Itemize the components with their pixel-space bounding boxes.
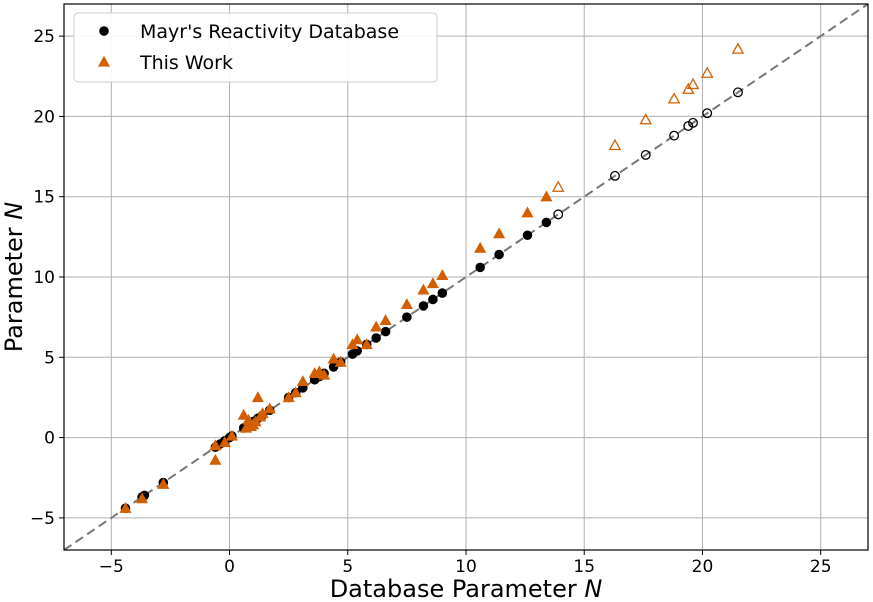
this-work-point: [540, 190, 553, 202]
x-tick-label: 15: [573, 557, 595, 577]
x-tick-label: 25: [810, 557, 832, 577]
this-work-point-hollow: [731, 42, 745, 54]
x-axis-title-var: N: [584, 575, 602, 602]
y-tick-label: 0: [44, 429, 55, 449]
mayr-point: [371, 333, 381, 343]
legend: Mayr's Reactivity Database This Work: [73, 12, 438, 83]
x-tick-label: 20: [692, 557, 714, 577]
this-work-point: [237, 408, 250, 420]
legend-box: [73, 12, 438, 83]
y-tick-label: 20: [33, 107, 55, 127]
this-work-point: [209, 453, 222, 465]
this-work-point: [296, 375, 309, 387]
x-tick-label: −5: [99, 557, 124, 577]
this-work-point: [436, 269, 449, 281]
y-tick-label: 5: [44, 348, 55, 368]
mayr-point: [402, 312, 412, 322]
mayr-point-hollow: [732, 87, 743, 98]
this-work-point: [327, 352, 340, 364]
mayr-point: [380, 326, 391, 337]
this-work-point: [251, 391, 264, 403]
this-work-point: [157, 477, 170, 489]
data-points: [119, 42, 745, 514]
this-work-point: [318, 368, 331, 380]
legend-marker-mayr: [99, 26, 109, 36]
y-axis-title: Parameter N: [0, 202, 28, 353]
y-tick-labels: −5 0 5 10 15 20 25: [30, 27, 55, 529]
mayr-point-hollow: [610, 170, 620, 181]
x-axis-title: Database Parameter N: [330, 575, 603, 602]
this-work-point: [379, 314, 392, 326]
mayr-point: [522, 230, 533, 241]
x-tick-label: 5: [342, 557, 353, 577]
y-tick-label: 10: [33, 268, 55, 288]
this-work-point: [263, 402, 276, 414]
y-tick-label: −5: [30, 509, 55, 529]
mayr-point-hollow: [669, 130, 680, 141]
mayr-point-hollow: [702, 108, 713, 119]
this-work-point: [426, 277, 439, 289]
this-work-point: [360, 338, 373, 350]
mayr-point: [541, 217, 552, 228]
x-tick-label: 0: [224, 557, 235, 577]
this-work-point: [370, 320, 383, 332]
this-work-point: [289, 386, 302, 398]
identity-reference-line: [63, 3, 869, 551]
mayr-point: [494, 249, 504, 260]
mayr-point-hollow: [640, 150, 651, 160]
x-tick-label: 10: [455, 557, 477, 577]
y-tick-label: 25: [33, 27, 55, 47]
legend-label-this-work: This Work: [139, 52, 233, 74]
mayr-point-hollow: [553, 209, 564, 220]
y-tick-label: 15: [33, 188, 55, 208]
mayr-point: [437, 288, 448, 298]
this-work-point: [225, 429, 238, 441]
legend-label-mayr: Mayr's Reactivity Database: [140, 21, 399, 43]
mayr-point: [428, 294, 438, 305]
this-work-point: [474, 241, 487, 253]
axis-ticks: [59, 35, 822, 555]
x-tick-labels: −5 0 5 10 15 20 25: [99, 557, 832, 577]
this-work-point: [493, 227, 506, 239]
mayr-point: [475, 262, 485, 273]
legend-marker-this-work: [97, 55, 111, 67]
this-work-point-hollow: [639, 113, 653, 125]
this-work-point: [417, 283, 430, 295]
mayr-point-hollow: [688, 117, 698, 128]
this-work-point: [334, 355, 347, 367]
this-work-point-hollow: [700, 66, 714, 78]
this-work-point-hollow: [667, 92, 681, 104]
this-work-point: [218, 436, 231, 448]
grid-lines: [64, 4, 868, 550]
this-work-point: [400, 298, 413, 309]
this-work-point-hollow: [551, 180, 565, 192]
mayr-point: [418, 301, 429, 311]
this-work-point-hollow: [686, 77, 700, 90]
x-axis-title-prefix: Database Parameter: [330, 575, 585, 602]
this-work-point: [135, 492, 149, 504]
this-work-point: [209, 439, 222, 451]
y-axis-title-prefix: Parameter: [0, 220, 28, 353]
y-axis-title-var: N: [0, 202, 28, 220]
legend-triangle-icon: [97, 55, 111, 67]
this-work-point-hollow: [608, 138, 622, 151]
this-work-point: [521, 206, 534, 218]
this-work-point: [351, 333, 364, 345]
this-work-point: [119, 502, 132, 513]
legend-circle-icon: [99, 26, 109, 36]
